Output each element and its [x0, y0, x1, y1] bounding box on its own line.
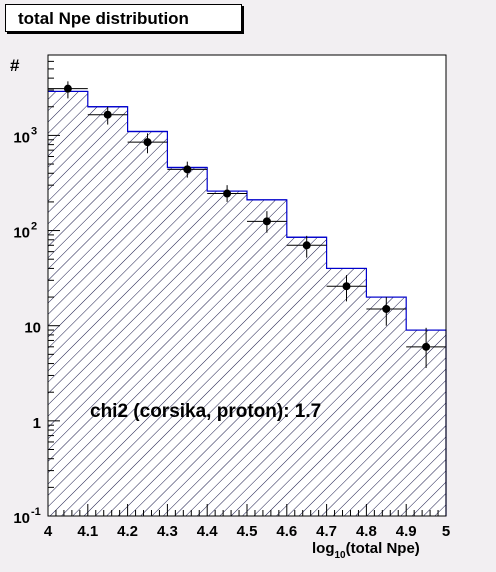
chart-title: total Npe distribution — [5, 4, 242, 32]
point-marker — [103, 110, 112, 119]
point-marker — [183, 165, 192, 174]
x-tick-label: 4 — [44, 523, 53, 540]
data-point — [48, 81, 88, 99]
y-tick-exponent: 2 — [31, 221, 37, 233]
y-tick-label: 10 — [13, 510, 30, 527]
point-marker — [422, 342, 431, 351]
x-tick-label: 4.5 — [237, 523, 258, 540]
data-point — [286, 235, 327, 258]
data-points-layer — [48, 81, 446, 368]
point-marker — [262, 217, 271, 226]
point-marker — [223, 189, 232, 198]
histogram-layer — [48, 90, 447, 517]
y-tick-exponent: -1 — [31, 506, 41, 518]
point-marker — [143, 138, 152, 147]
x-tick-label: 5 — [442, 523, 450, 540]
x-tick-label: 4.8 — [356, 523, 377, 540]
data-point — [247, 211, 287, 233]
x-tick-label: 4.6 — [276, 523, 297, 540]
data-point — [326, 275, 367, 302]
x-axis-label-prefix: log — [312, 540, 335, 557]
x-tick-label: 4.4 — [197, 523, 219, 540]
x-axis-label-suffix: (total Npe) — [346, 540, 420, 557]
x-tick-label: 4.9 — [396, 523, 417, 540]
y-tick-exponent: 3 — [31, 125, 37, 137]
chi2-annotation: chi2 (corsika, proton): 1.7 — [90, 401, 321, 422]
point-marker — [382, 304, 391, 313]
point-marker — [302, 241, 311, 250]
data-point — [167, 161, 208, 178]
data-point — [207, 185, 247, 202]
x-tick-label: 4.3 — [157, 523, 178, 540]
data-point — [87, 106, 128, 125]
data-point — [127, 133, 168, 154]
histogram-fill — [48, 91, 446, 517]
x-axis-label: log10(total Npe) — [312, 540, 420, 561]
point-marker — [63, 84, 72, 93]
x-tick-label: 4.1 — [77, 523, 98, 540]
x-axis-label-subscript: 10 — [335, 550, 347, 561]
point-marker — [342, 282, 351, 291]
y-axis-label: # — [10, 56, 20, 75]
data-point — [366, 297, 407, 326]
x-tick-label: 4.2 — [117, 523, 138, 540]
y-tick-label: 10 — [24, 320, 41, 337]
x-tick-label: 4.7 — [316, 523, 337, 540]
y-tick-label: 10 — [13, 225, 30, 242]
y-tick-label: 10 — [13, 129, 30, 146]
data-point — [406, 327, 446, 368]
y-tick-label: 1 — [33, 415, 41, 432]
